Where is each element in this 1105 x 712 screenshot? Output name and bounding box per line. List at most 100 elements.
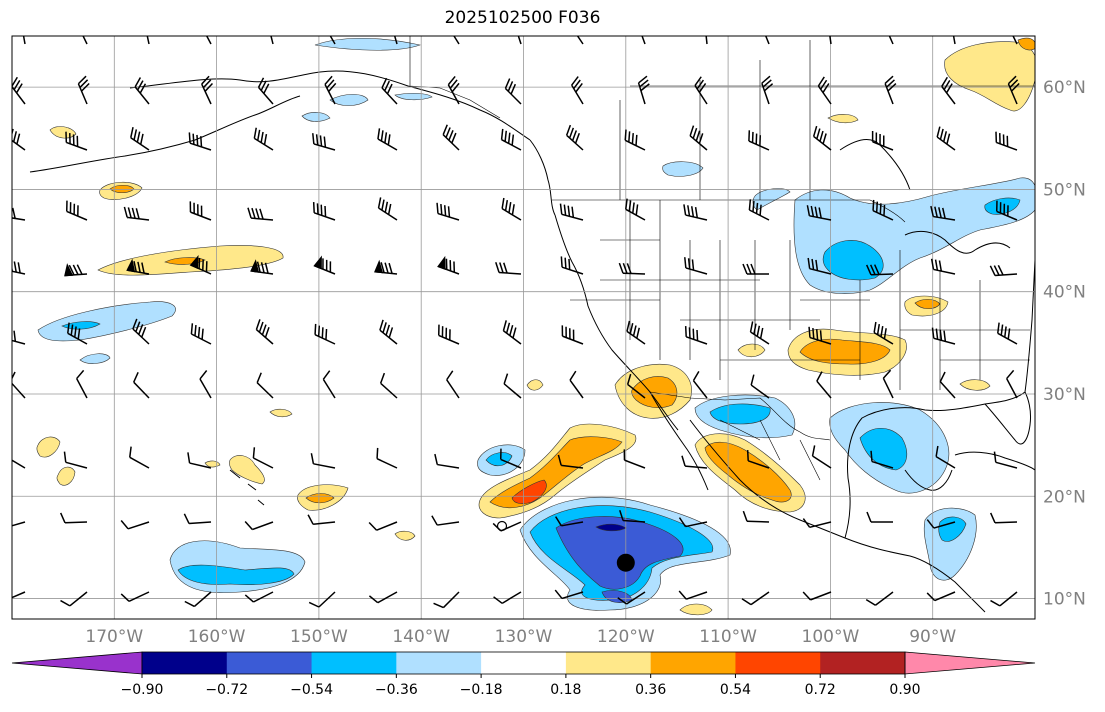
anomaly-small-pos-10	[827, 114, 859, 124]
wind-barb	[126, 258, 150, 275]
wind-barb	[255, 319, 274, 345]
wind-barb	[995, 131, 1018, 151]
west-coast	[554, 214, 679, 431]
wind-barb	[806, 205, 832, 221]
wind-barb	[12, 521, 26, 529]
wind-barb	[495, 261, 522, 275]
cuba-coast	[954, 451, 1035, 471]
wind-barb	[123, 206, 150, 221]
wind-barb	[689, 125, 708, 151]
wind-barb	[12, 76, 26, 105]
map-title: 2025102500 F036	[444, 8, 601, 28]
wind-barb	[748, 130, 770, 151]
mexico-state-lines	[719, 419, 821, 481]
aleutians-coast	[29, 95, 301, 173]
wind-barb	[625, 198, 646, 221]
wind-barb	[555, 516, 584, 527]
anomaly-canada-light	[752, 188, 791, 211]
anomaly-small-pos-8	[959, 379, 991, 391]
wind-barb	[324, 75, 337, 105]
wind-barb	[253, 127, 274, 151]
wind-barb	[183, 513, 212, 525]
lon-tick-label: 130°W	[495, 627, 553, 647]
wind-barb	[322, 370, 336, 399]
wind-barb	[684, 257, 708, 275]
wind-barb	[184, 591, 212, 608]
wind-barb	[313, 255, 336, 275]
wind-barb	[437, 324, 460, 345]
wind-barb	[812, 125, 832, 151]
wind-barb	[865, 591, 894, 606]
colorbar-tick-label: −0.90	[121, 682, 164, 698]
alaska-canada-border	[409, 36, 501, 119]
wind-barb	[990, 591, 1018, 607]
wind-barb	[307, 514, 336, 526]
anomaly-alaska-light-1	[314, 38, 422, 51]
wind-barb	[565, 124, 584, 151]
colorbar-bin	[311, 652, 397, 674]
great-lakes-shore	[904, 230, 1011, 254]
wind-barb	[569, 370, 584, 399]
colorbar-tick-label: −0.36	[375, 682, 418, 698]
wind-barb	[1006, 369, 1018, 399]
storm-center-marker[interactable]	[616, 553, 635, 572]
wind-barb	[250, 259, 274, 275]
colorbar-under-extension	[11, 651, 143, 675]
map-panel[interactable]	[0, 16, 1037, 619]
wind-barb	[807, 257, 832, 275]
colorbar: −0.90 −0.72 −0.54 −0.36 −0.18 0.18 0.36 0.54 0.7…	[11, 651, 1036, 698]
wind-barb	[374, 259, 398, 275]
wind-barb	[436, 202, 460, 221]
wind-barb	[189, 255, 212, 275]
wind-barb	[442, 124, 460, 151]
colorbar-tick-label: 0.36	[635, 682, 666, 698]
anomaly-shading	[36, 37, 1035, 616]
wind-barb	[65, 200, 88, 221]
wind-barb	[626, 373, 646, 399]
wind-barb	[683, 204, 708, 221]
wind-barb	[617, 591, 646, 605]
wind-barb	[749, 321, 770, 345]
wind-barb	[493, 591, 522, 604]
wind-barb	[513, 36, 522, 45]
wind-barb	[77, 75, 90, 105]
wind-barb	[76, 36, 88, 45]
lat-tick-label: 50°N	[1043, 180, 1086, 200]
wind-barb	[132, 318, 150, 345]
wind-barb	[256, 372, 274, 399]
mexico-west-coast	[689, 419, 846, 539]
wind-barb	[312, 133, 336, 151]
wind-barb	[624, 129, 646, 151]
wind-barb	[65, 131, 88, 151]
wind-barb	[499, 448, 522, 469]
wind-barb	[120, 520, 150, 530]
wind-barb	[390, 36, 398, 45]
colorbar-tick-label: 0.72	[805, 682, 836, 698]
wind-barb	[187, 452, 212, 469]
baja-coast	[649, 391, 709, 491]
wind-barbs	[12, 36, 1020, 609]
wind-barb	[808, 326, 832, 345]
colorbar-tick-label: −0.18	[460, 682, 503, 698]
anomaly-small-pos-12	[526, 379, 544, 391]
wind-barb	[570, 36, 584, 45]
wind-barb	[884, 75, 897, 105]
anomaly-small-pos-6	[394, 530, 416, 541]
wind-barb	[76, 369, 88, 399]
colorbar-tick-label: −0.72	[205, 682, 248, 698]
wind-barb	[995, 200, 1018, 221]
wind-barb	[134, 77, 150, 105]
wind-barb	[989, 264, 1018, 277]
anomaly-small-pos-1	[36, 436, 61, 458]
wind-barb	[200, 36, 212, 45]
wind-barb	[503, 373, 522, 399]
anomaly-alaska-pos-mid	[1017, 37, 1035, 51]
bc-coast	[529, 139, 556, 216]
anomaly-baja-strong	[511, 479, 547, 504]
us-mexico-border	[649, 391, 831, 441]
wind-barb	[314, 323, 336, 345]
wind-barb	[504, 78, 522, 105]
lat-tick-label: 10°N	[1043, 590, 1086, 610]
wind-barb	[20, 36, 26, 45]
wind-barb	[381, 77, 398, 105]
